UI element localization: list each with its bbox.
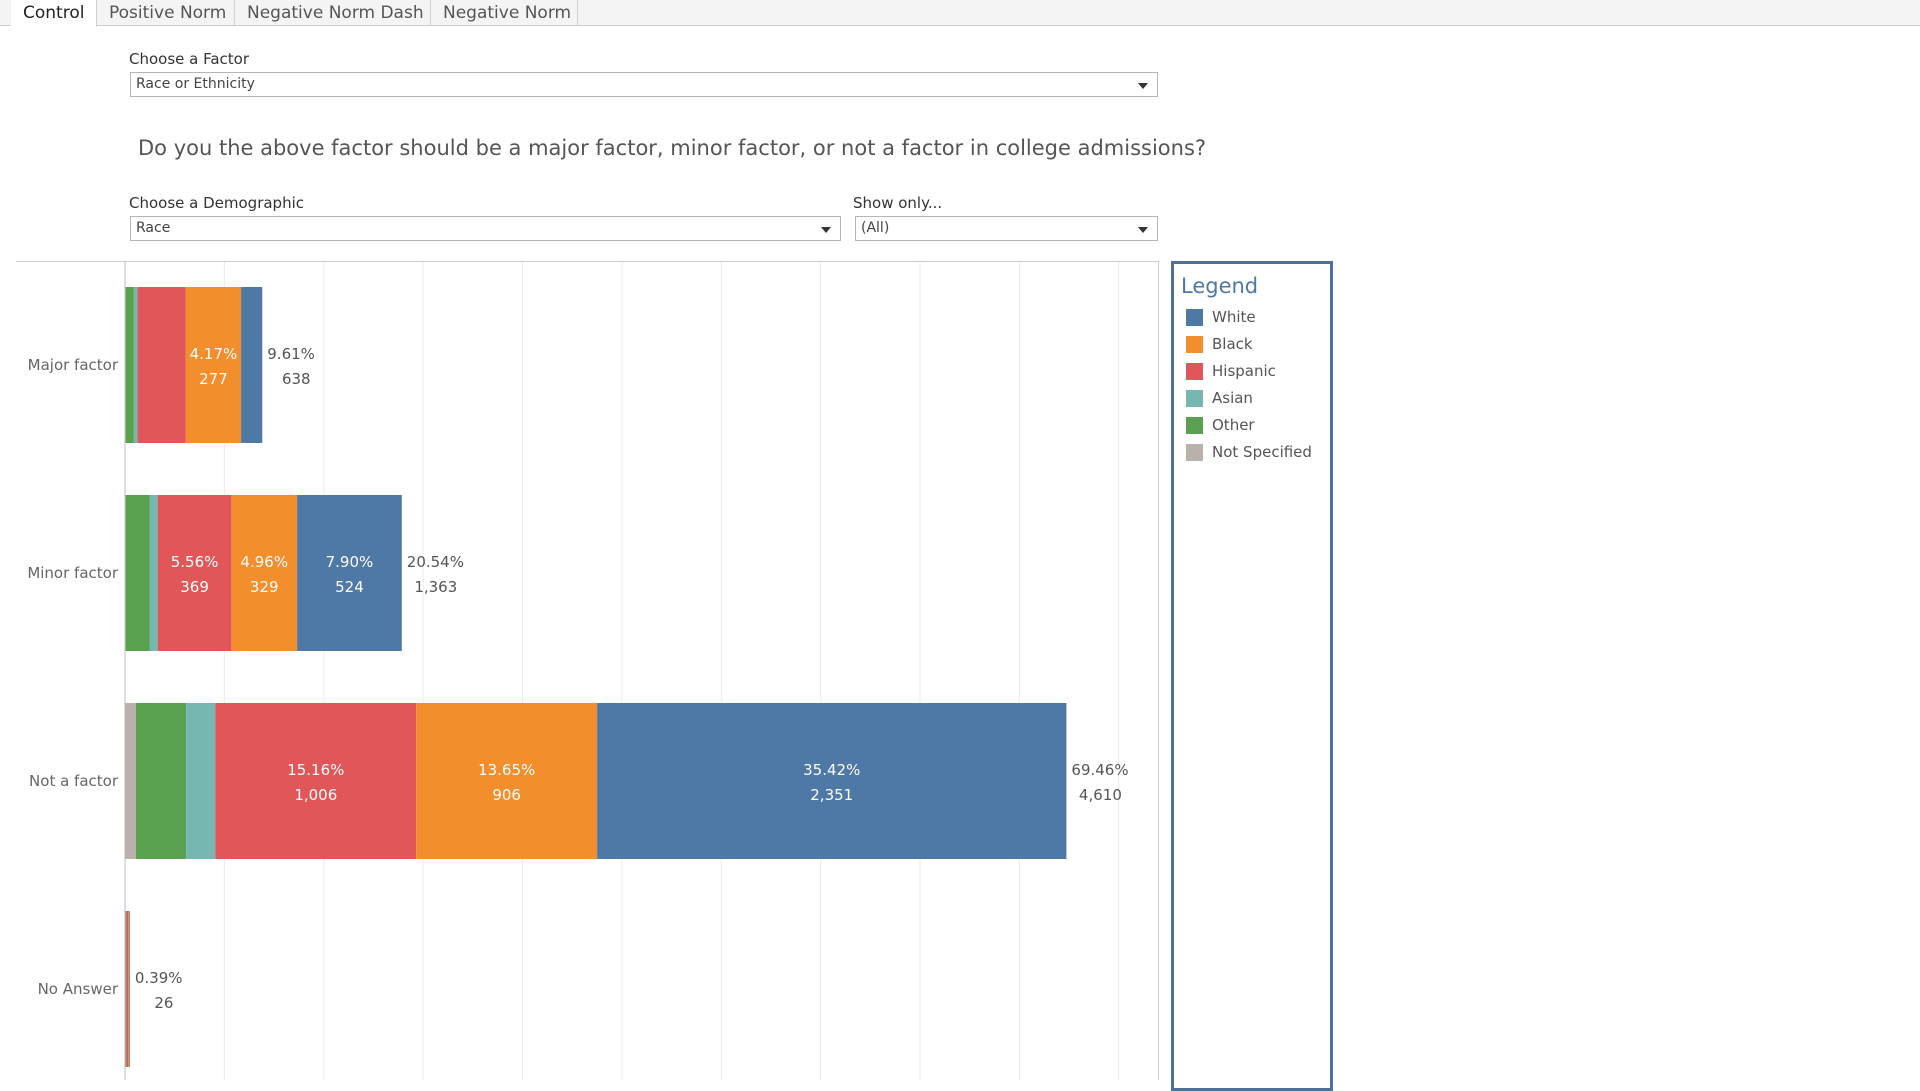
segment-count-label: 277: [199, 370, 228, 388]
factor-dropdown-value: Race or Ethnicity: [136, 76, 255, 92]
legend-swatch: [1186, 309, 1203, 326]
bar-segment: [149, 495, 158, 651]
bar-segment: [125, 911, 126, 1067]
factor-dropdown[interactable]: Race or Ethnicity: [130, 72, 1158, 97]
chevron-down-icon: [821, 227, 831, 233]
bar-segment: [297, 495, 402, 651]
bar-segment: [125, 911, 127, 1067]
segment-percent-label: 4.96%: [240, 553, 288, 571]
total-percent-label: 69.46%: [1071, 761, 1128, 779]
demographic-dropdown-value: Race: [136, 220, 171, 236]
bar-segment: [185, 287, 242, 443]
bar-segment: [125, 287, 134, 443]
category-label: Minor factor: [27, 564, 119, 582]
demographic-dropdown[interactable]: Race: [130, 216, 841, 241]
total-percent-label: 0.39%: [135, 969, 183, 987]
legend-label: Asian: [1212, 389, 1253, 407]
category-label: Not a factor: [29, 772, 119, 790]
legend-label: Black: [1212, 335, 1253, 353]
segment-count-label: 329: [250, 578, 279, 596]
bar-segment: [129, 911, 130, 1067]
bar-segment: [137, 287, 186, 443]
chart-top-border: [16, 261, 1159, 262]
total-percent-label: 9.61%: [267, 345, 315, 363]
bar-segment: [416, 703, 598, 859]
legend-swatch: [1186, 390, 1203, 407]
tab-control[interactable]: Control: [11, 0, 97, 27]
total-count-label: 26: [154, 994, 173, 1012]
bar-segment: [157, 495, 232, 651]
bar-segment: [597, 703, 1067, 859]
bar-segment: [128, 911, 130, 1067]
bar-segment: [125, 495, 126, 651]
show-only-dropdown-value: (All): [861, 220, 890, 236]
category-label: Major factor: [28, 356, 119, 374]
bar-segment: [186, 703, 216, 859]
legend-panel: Legend White Black Hispanic Asian Other …: [1171, 261, 1333, 1091]
factor-filter-label: Choose a Factor: [129, 50, 250, 68]
demographic-filter-label: Choose a Demographic: [129, 194, 304, 212]
legend-label: Not Specified: [1212, 443, 1312, 461]
bar-segment: [125, 287, 126, 443]
segment-count-label: 524: [335, 578, 364, 596]
segment-percent-label: 35.42%: [803, 761, 860, 779]
segment-percent-label: 4.17%: [190, 345, 238, 363]
chevron-down-icon: [1138, 83, 1148, 89]
total-percent-label: 20.54%: [407, 553, 464, 571]
tab-negative-norm[interactable]: Negative Norm: [431, 0, 578, 26]
total-count-label: 1,363: [414, 578, 457, 596]
chart-right-border: [1158, 261, 1159, 1080]
tab-positive-norm[interactable]: Positive Norm: [97, 0, 235, 26]
legend-label: Hispanic: [1212, 362, 1276, 380]
segment-percent-label: 7.90%: [326, 553, 374, 571]
legend-swatch: [1186, 363, 1203, 380]
legend-swatch: [1186, 444, 1203, 461]
legend-swatch: [1186, 417, 1203, 434]
segment-percent-label: 5.56%: [171, 553, 219, 571]
show-only-filter-label: Show only...: [853, 194, 943, 212]
bar-segment: [135, 703, 187, 859]
bar-segment: [126, 911, 129, 1067]
chevron-down-icon: [1138, 227, 1148, 233]
show-only-dropdown[interactable]: (All): [855, 216, 1158, 241]
segment-count-label: 2,351: [810, 786, 853, 804]
segment-percent-label: 15.16%: [287, 761, 344, 779]
bar-segment: [241, 287, 263, 443]
tab-negative-norm-dash[interactable]: Negative Norm Dash: [235, 0, 431, 26]
question-heading: Do you the above factor should be a majo…: [138, 136, 1207, 160]
bar-segment: [133, 287, 138, 443]
segment-count-label: 369: [180, 578, 209, 596]
bar-segment: [231, 495, 298, 651]
bar-segment: [125, 911, 126, 1067]
legend-swatch: [1186, 336, 1203, 353]
tab-bar: Control Positive Norm Negative Norm Dash…: [0, 0, 1920, 27]
bar-segment: [125, 703, 136, 859]
segment-count-label: 906: [492, 786, 521, 804]
total-count-label: 638: [282, 370, 311, 388]
segment-percent-label: 13.65%: [478, 761, 535, 779]
legend-label: White: [1212, 308, 1256, 326]
total-count-label: 4,610: [1079, 786, 1122, 804]
category-label: No Answer: [38, 980, 119, 998]
bar-segment: [125, 495, 150, 651]
bar-segment: [215, 703, 417, 859]
stacked-bar-chart: Major factor 4.17% 277 9.61% 638 Minor factor…: [27, 262, 1129, 1080]
legend-label: Other: [1212, 416, 1255, 434]
legend-title: Legend: [1181, 274, 1259, 298]
segment-count-label: 1,006: [294, 786, 337, 804]
